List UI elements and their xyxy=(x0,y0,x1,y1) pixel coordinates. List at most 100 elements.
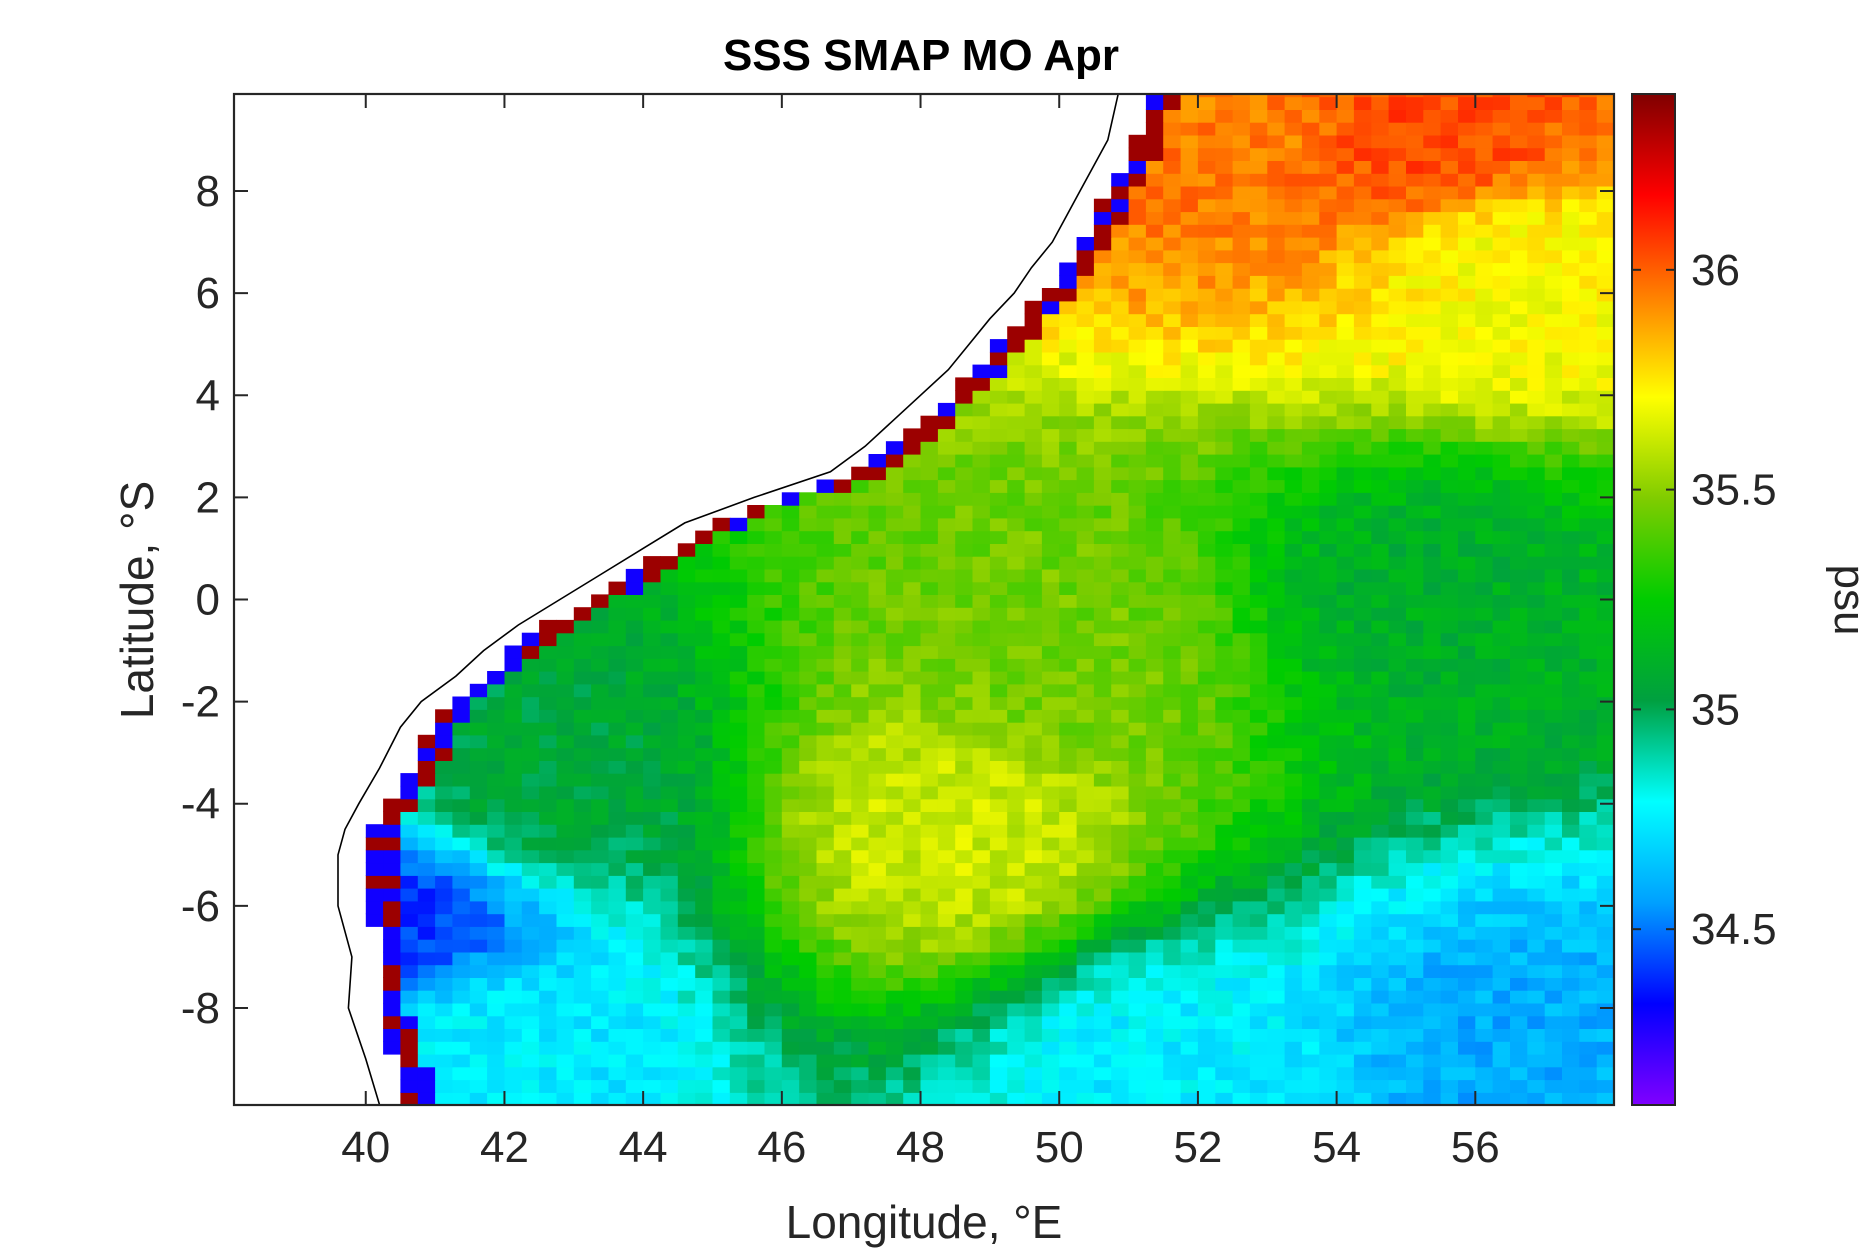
heatmap-cell xyxy=(1423,262,1442,276)
heatmap-cell xyxy=(1232,875,1251,889)
heatmap-cell xyxy=(1596,109,1614,123)
heatmap-cell xyxy=(816,479,835,493)
heatmap-cell xyxy=(1267,760,1286,774)
heatmap-cell xyxy=(1371,134,1390,149)
heatmap-cell xyxy=(1406,977,1424,991)
heatmap-cell xyxy=(1007,888,1026,902)
heatmap-cell xyxy=(521,734,540,749)
heatmap-cell xyxy=(1041,402,1060,417)
heatmap-cell xyxy=(1128,377,1147,391)
heatmap-cell xyxy=(1353,390,1372,404)
heatmap-cell xyxy=(1197,645,1216,659)
heatmap-cell xyxy=(1579,722,1598,736)
colorbar-tick-label: 35.5 xyxy=(1691,466,1777,515)
heatmap-cell xyxy=(1353,134,1372,149)
heatmap-cell xyxy=(1059,900,1078,915)
heatmap-cell xyxy=(1076,785,1095,800)
heatmap-cell xyxy=(1423,122,1442,136)
heatmap-cell xyxy=(1128,543,1147,557)
heatmap-cell xyxy=(1406,543,1424,557)
heatmap-cell xyxy=(1406,364,1424,378)
heatmap-cell xyxy=(1336,160,1355,174)
heatmap-cell xyxy=(972,939,991,953)
heatmap-cell xyxy=(573,811,592,825)
heatmap-cell xyxy=(1336,734,1355,749)
heatmap-cell xyxy=(1475,964,1494,978)
heatmap-cell xyxy=(1596,619,1614,634)
heatmap-cell xyxy=(591,696,609,710)
heatmap-cell xyxy=(573,990,592,1004)
heatmap-cell xyxy=(885,568,904,583)
heatmap-cell xyxy=(868,492,887,506)
heatmap-cell xyxy=(1232,913,1251,927)
heatmap-cell xyxy=(1475,1041,1494,1055)
heatmap-cell xyxy=(1249,747,1268,761)
heatmap-cell xyxy=(1215,122,1234,136)
heatmap-cell xyxy=(868,517,887,532)
heatmap-cell xyxy=(1492,785,1511,800)
heatmap-cell xyxy=(868,530,887,544)
heatmap-cell xyxy=(556,1092,575,1105)
heatmap-cell xyxy=(1510,696,1528,710)
heatmap-cell xyxy=(1076,390,1095,404)
heatmap-cell xyxy=(417,1002,436,1017)
heatmap-cell xyxy=(1423,147,1442,161)
heatmap-cell xyxy=(1510,505,1528,519)
heatmap-cell xyxy=(1128,785,1147,800)
heatmap-cell xyxy=(1163,658,1182,672)
heatmap-cell xyxy=(1301,926,1320,940)
heatmap-cell xyxy=(903,1002,922,1017)
heatmap-cell xyxy=(1388,696,1407,710)
heatmap-cell xyxy=(1111,377,1130,391)
heatmap-cell xyxy=(1371,645,1390,659)
heatmap-cell xyxy=(1007,900,1026,915)
heatmap-cell xyxy=(989,900,1008,915)
heatmap-cell xyxy=(1145,607,1164,621)
heatmap-cell xyxy=(1353,747,1372,761)
heatmap-cell xyxy=(816,862,835,876)
heatmap-cell xyxy=(417,849,436,864)
heatmap-cell xyxy=(1353,824,1372,838)
heatmap-cell xyxy=(1353,288,1372,302)
heatmap-cell xyxy=(885,517,904,532)
heatmap-cell xyxy=(1301,428,1320,442)
heatmap-cell xyxy=(1319,415,1338,430)
heatmap-cell xyxy=(677,836,696,851)
heatmap-cell xyxy=(1475,313,1494,327)
heatmap-cell xyxy=(851,747,870,761)
heatmap-cell xyxy=(1024,632,1043,647)
heatmap-cell xyxy=(1527,224,1546,238)
heatmap-cell xyxy=(1336,849,1355,864)
heatmap-cell xyxy=(1596,709,1614,723)
heatmap-cell xyxy=(1041,1028,1060,1042)
heatmap-cell xyxy=(1145,339,1164,353)
heatmap-cell xyxy=(1579,543,1598,557)
heatmap-cell xyxy=(1267,109,1286,123)
heatmap-cell xyxy=(660,926,679,940)
heatmap-cell xyxy=(1527,300,1546,315)
heatmap-cell xyxy=(521,900,540,915)
heatmap-cell xyxy=(1093,671,1112,685)
heatmap-cell xyxy=(625,913,644,927)
heatmap-cell xyxy=(712,556,731,570)
heatmap-cell xyxy=(1093,760,1112,774)
heatmap-cell xyxy=(1128,556,1147,570)
heatmap-cell xyxy=(868,683,887,698)
heatmap-cell xyxy=(487,1015,505,1029)
heatmap-cell xyxy=(1336,351,1355,366)
heatmap-cell xyxy=(903,428,922,442)
heatmap-cell xyxy=(1353,645,1372,659)
heatmap-cell xyxy=(1007,466,1026,481)
heatmap-cell xyxy=(521,1079,540,1093)
heatmap-cell xyxy=(504,1079,523,1093)
heatmap-cell xyxy=(1562,773,1580,787)
heatmap-cell xyxy=(1492,632,1511,647)
heatmap-cell xyxy=(833,760,852,774)
heatmap-cell xyxy=(469,900,488,915)
heatmap-cell xyxy=(1215,926,1234,940)
heatmap-cell xyxy=(1353,926,1372,940)
heatmap-cell xyxy=(1319,1053,1338,1068)
heatmap-cell xyxy=(452,1053,471,1068)
heatmap-cell xyxy=(1249,951,1268,966)
heatmap-cell xyxy=(1527,913,1546,927)
